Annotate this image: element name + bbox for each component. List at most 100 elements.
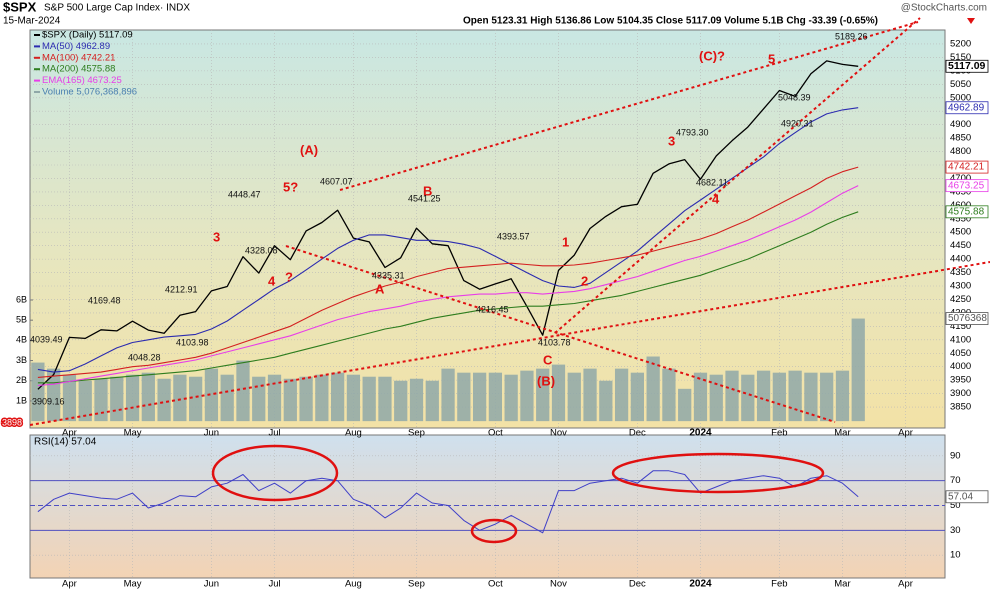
ma-line	[37, 185, 859, 387]
x-tick-label: Sep	[408, 579, 425, 590]
trendline	[285, 245, 836, 423]
end-label-box	[945, 490, 989, 504]
price-label: 4048.28	[128, 352, 161, 362]
volume-bar	[504, 374, 518, 422]
x-tick-label: Apr	[62, 428, 77, 439]
x-tick-label: May	[124, 579, 142, 590]
wave-annotation: (C)?	[699, 48, 725, 63]
x-tick-label: Jun	[204, 428, 219, 439]
source: @StockCharts.com	[901, 3, 987, 14]
x-tick-label: Dec	[629, 428, 646, 439]
y-tick-label: 90	[950, 450, 961, 461]
wave-annotation: (A)	[300, 142, 318, 157]
volume-bar	[173, 374, 187, 422]
x-tick-label: Apr	[898, 428, 913, 439]
y-tick-label: 4500	[950, 227, 971, 238]
price-panel	[29, 29, 946, 429]
y-tick-label: 3950	[950, 375, 971, 386]
x-tick-label: 2024	[689, 579, 712, 590]
volume-bar	[725, 370, 739, 422]
price-label: 4682.11	[696, 177, 728, 187]
volume-bar	[630, 372, 644, 422]
volume-bar	[804, 372, 818, 422]
volume-bar	[31, 362, 45, 422]
y2-tick-label: 1B	[16, 395, 27, 405]
volume-bar	[678, 388, 692, 422]
volume-bar	[394, 380, 408, 422]
wave-annotation: 1	[562, 234, 569, 249]
highlight-ellipse	[211, 444, 339, 502]
volume-bar	[110, 376, 124, 422]
volume-bar	[599, 380, 613, 422]
x-tick-label: Jun	[204, 579, 219, 590]
end-label: 4962.89	[948, 102, 985, 113]
price-label: 5048.39	[778, 92, 811, 102]
x-tick-label: Oct	[488, 579, 503, 590]
volume-bar	[157, 378, 171, 422]
end-label-box	[945, 59, 989, 73]
volume-bar	[567, 372, 581, 422]
volume-bar	[788, 370, 802, 422]
grid	[30, 30, 945, 578]
volume-bar	[125, 374, 140, 422]
volume-bar	[457, 372, 471, 422]
price-label: 4103.98	[176, 337, 209, 347]
volume-bar	[614, 368, 629, 422]
price-label: 4212.91	[165, 284, 198, 294]
wave-annotation: 4	[268, 273, 276, 288]
volume-bar	[488, 372, 503, 422]
volume-bar	[315, 374, 329, 422]
x-tick-label: Mar	[834, 428, 850, 439]
x-tick-label: Feb	[771, 428, 787, 439]
volume-bar	[94, 378, 108, 422]
trendlines	[29, 17, 990, 426]
y2-tick-label: 3B	[16, 355, 27, 365]
y-tick-label: 50	[950, 500, 961, 511]
end-label: 4673.25	[948, 180, 985, 191]
volume-bar	[520, 370, 534, 422]
volume-bar	[709, 374, 723, 422]
end-label: 4742.21	[948, 162, 985, 173]
wave-annotation: B	[423, 183, 432, 198]
volume-bar	[267, 374, 282, 422]
price-label: 4039.49	[30, 334, 63, 344]
price-label: 4920.31	[781, 118, 814, 128]
volume-bar	[835, 370, 850, 422]
volume-bar	[646, 356, 660, 422]
x-tick-label: Mar	[834, 579, 850, 590]
y-tick-label: 10	[950, 550, 961, 561]
end-label-box	[945, 205, 989, 219]
end-label-box	[945, 160, 989, 174]
volume-bar	[141, 372, 155, 422]
volume-bar	[851, 318, 865, 422]
wave-annotation: 2	[581, 273, 588, 288]
volume-bar	[236, 360, 250, 422]
x-tick-label: 2024	[689, 428, 712, 439]
legend-entry: Volume 5,076,368,896	[42, 87, 137, 98]
price-label: 4328.08	[245, 245, 278, 255]
end-label-box	[945, 179, 989, 193]
end-label-box	[945, 101, 989, 115]
x-tick-label: May	[124, 428, 142, 439]
x-tick-label: Nov	[550, 428, 567, 439]
price-label: 4103.78	[538, 337, 571, 347]
wave-annotation: C	[543, 352, 553, 367]
date: 15-Mar-2024	[3, 16, 61, 27]
y-tick-label: 4850	[950, 133, 971, 144]
wave-annotation: 3	[213, 229, 220, 244]
rsi-panel	[29, 434, 946, 579]
marks	[31, 60, 865, 534]
volume-bar	[252, 376, 266, 422]
quote: Open 5123.31 High 5136.86 Low 5104.35 Cl…	[463, 16, 878, 27]
volume-bar	[331, 372, 345, 422]
rsi-title: RSI(14) 57.04	[34, 437, 97, 448]
end-label: 57.04	[948, 491, 973, 502]
y-tick-label: 3900	[950, 388, 971, 399]
y-tick-label: 5050	[950, 79, 971, 90]
x-tick-label: Jul	[268, 579, 280, 590]
price-label: 4448.47	[228, 189, 261, 199]
volume-bar	[283, 378, 297, 422]
price-label: 5189.26	[835, 31, 868, 41]
highlight-ellipse	[611, 452, 825, 494]
